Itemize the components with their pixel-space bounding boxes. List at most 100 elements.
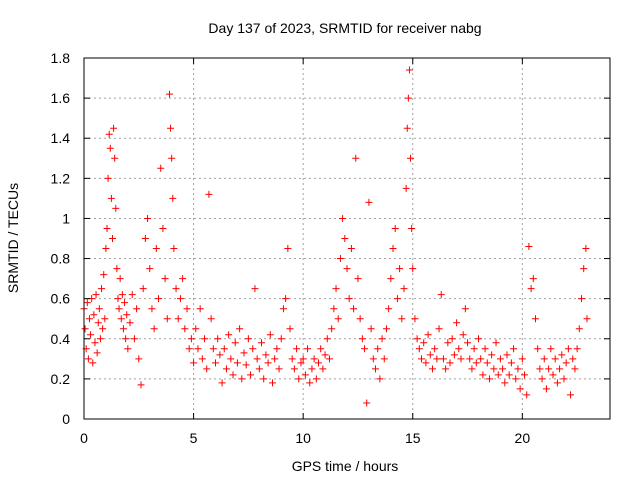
data-point [336,255,344,263]
data-point [103,224,111,232]
y-tick-label: 0.8 [51,251,71,267]
data-point [225,331,233,339]
data-point [113,265,121,273]
data-point [310,355,318,363]
data-point [404,94,412,102]
data-point [150,325,158,333]
data-point [437,291,445,299]
data-point [450,351,458,359]
y-tick-label: 0 [62,411,70,427]
data-point [323,335,331,343]
data-point [475,335,482,343]
data-point [98,285,106,293]
data-point [551,355,559,363]
data-point [220,345,228,353]
data-point [99,325,107,333]
y-tick-label: 0.6 [51,291,71,307]
data-point [345,295,353,303]
data-point [527,285,535,293]
data-point [521,371,529,379]
data-point [85,315,93,323]
data-point [402,184,410,192]
data-point [389,245,397,253]
data-point [516,385,524,393]
data-point [560,375,568,383]
data-point [518,355,526,363]
data-point [293,345,301,353]
data-point [121,299,129,307]
data-point [128,291,136,299]
data-point [247,371,255,379]
data-point [209,345,217,353]
data-point [415,345,423,353]
data-point [580,265,588,273]
data-point [461,305,469,313]
data-point [583,315,591,323]
data-point [148,305,156,313]
x-axis-label: GPS time / hours [292,458,399,474]
data-point [108,235,116,242]
data-point [101,315,109,323]
data-point [332,285,340,293]
data-point [365,198,373,206]
data-point [253,355,261,363]
y-tick-label: 1.4 [51,130,71,146]
data-point [163,315,171,323]
data-point [115,305,123,313]
data-point [536,365,544,373]
chart-title: Day 137 of 2023, SRMTID for receiver nab… [208,20,481,36]
data-point [266,331,274,339]
data-point [424,331,432,339]
data-point [297,359,305,367]
data-point [118,291,126,299]
data-point [181,325,189,333]
data-point [446,359,454,367]
data-point [442,365,450,373]
data-point [564,345,572,353]
data-point [111,154,119,162]
data-point [304,345,312,353]
data-point [119,325,127,333]
data-point [123,311,131,319]
data-point [185,345,193,353]
data-point [448,335,456,343]
data-point [133,305,141,313]
data-point [391,224,399,232]
data-point [172,285,180,293]
data-point [93,349,101,357]
data-point [542,385,550,393]
x-tick-label: 20 [515,430,531,446]
data-point [433,355,441,363]
data-point [371,365,379,373]
data-point [203,365,211,373]
data-point [95,305,103,313]
data-point [317,345,325,353]
y-axis-label: SRMTID / TECUs [5,183,21,293]
data-point [222,365,230,373]
data-point [105,130,113,138]
data-point [330,305,338,313]
data-point [339,214,347,222]
data-point [106,144,114,152]
data-point [124,345,132,353]
data-point [418,355,426,363]
data-point [312,375,320,383]
data-point [321,351,329,359]
data-point [110,124,118,132]
x-tick-label: 10 [295,430,311,446]
data-point [319,365,327,373]
data-point [130,335,138,343]
data-point [553,379,561,387]
data-point [306,379,314,387]
data-point [216,351,224,359]
data-point [275,365,283,373]
data-points [80,66,591,407]
data-point [89,359,97,367]
data-point [505,371,513,379]
data-point [96,335,104,343]
data-point [556,365,564,373]
data-point [343,265,351,273]
data-point [400,285,408,293]
data-point [358,335,366,343]
